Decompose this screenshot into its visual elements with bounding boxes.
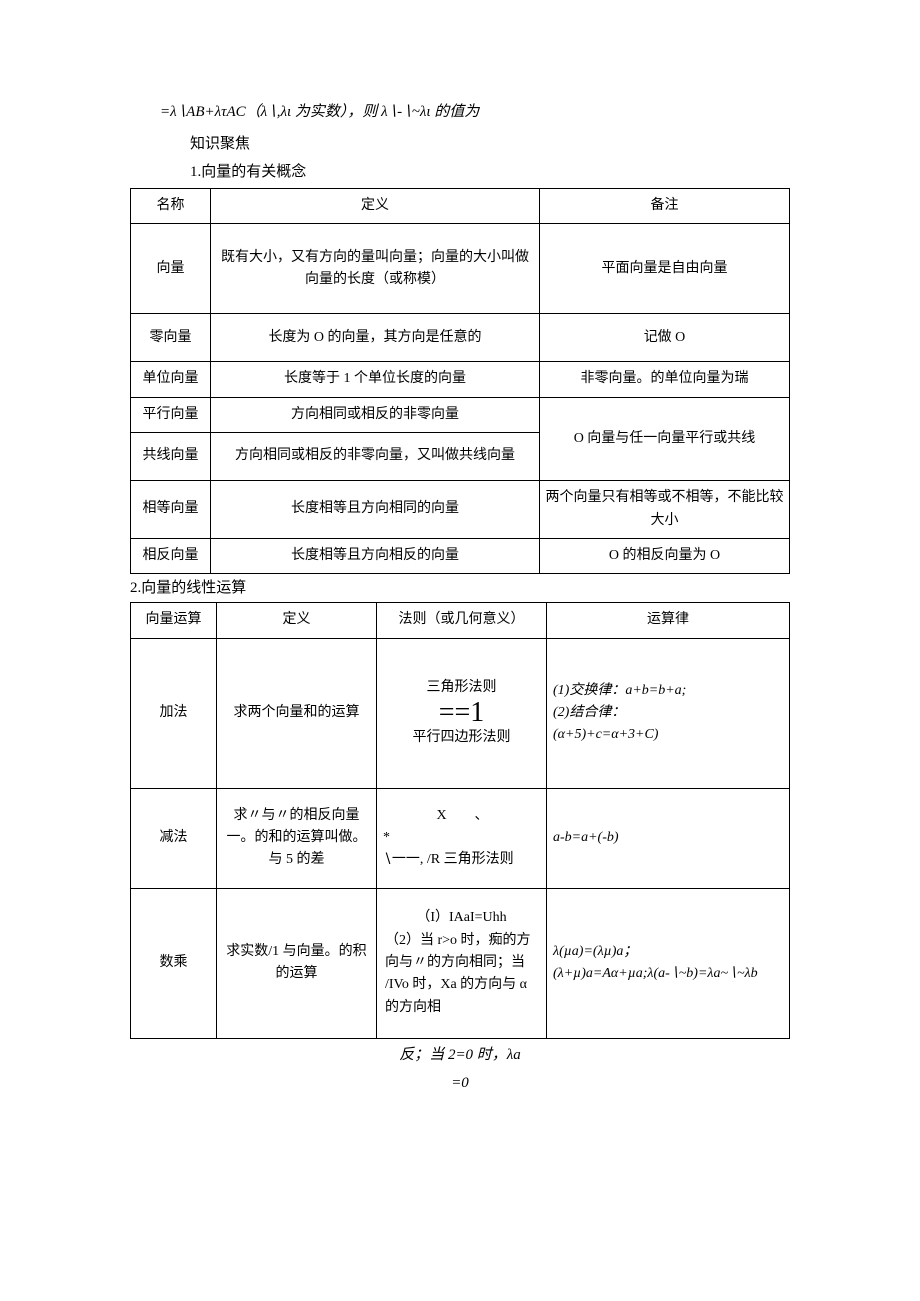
cell-def: 方向相同或相反的非零向量，又叫做共线向量 [211,433,540,481]
table-linear-operations: 向量运算 定义 法则（或几何意义） 运算律 加法 求两个向量和的运算 三角形法则… [130,602,790,1038]
cell-law: λ(µa)=(λµ)a； (λ+µ)a=Aα+µa;λ(a-∖~b)=λa~∖~… [547,888,790,1038]
rule-direction: （2）当 r>o 时，痴的方向与〃的方向相同；当 /IVo 时，Xa 的方向与 … [381,930,542,1020]
cell-name: 相反向量 [131,538,211,573]
table-row: 向量 既有大小，又有方向的量叫向量；向量的大小叫做向量的长度（或称模） 平面向量… [131,224,790,314]
cell-def: 方向相同或相反的非零向量 [211,397,540,432]
cell-def: 长度相等且方向相同的向量 [211,481,540,539]
cell-name: 零向量 [131,314,211,362]
table-row: 平行向量 方向相同或相反的非零向量 O 向量与任一向量平行或共线 [131,397,790,432]
cell-name: 单位向量 [131,362,211,397]
cell-name: 共线向量 [131,433,211,481]
header-definition: 定义 [211,189,540,224]
cell-rule: 三角形法则 ==1 平行四边形法则 [377,638,547,788]
table-vector-concepts: 名称 定义 备注 向量 既有大小，又有方向的量叫向量；向量的大小叫做向量的长度（… [130,188,790,574]
table-row: 减法 求〃与〃的相反向量一。的和的运算叫做。与 5 的差 X 、 * ∖一一, … [131,788,790,888]
cell-name: 相等向量 [131,481,211,539]
rule-triangle-sub: ∖一一, /R 三角形法则 [383,849,542,871]
law-scalar-mult: λ(µa)=(λµ)a； [553,941,785,963]
cell-note: 记做 O [540,314,790,362]
table-row: 零向量 长度为 O 的向量，其方向是任意的 记做 O [131,314,790,362]
cell-def: 既有大小，又有方向的量叫向量；向量的大小叫做向量的长度（或称模） [211,224,540,314]
cell-def: 长度相等且方向相反的向量 [211,538,540,573]
table-row: 相等向量 长度相等且方向相同的向量 两个向量只有相等或不相等，不能比较大小 [131,481,790,539]
cell-note: 非零向量。的单位向量为瑞 [540,362,790,397]
cell-def: 求实数/1 与向量。的积的运算 [217,888,377,1038]
law-associative-expr: (α+5)+c=α+3+C) [553,724,785,746]
table-row: 向量运算 定义 法则（或几何意义） 运算律 [131,603,790,638]
footer-line-1: 反；当 2=0 时，λa [130,1043,790,1067]
cell-law: (1)交换律：a+b=b+a; (2)结合律： (α+5)+c=α+3+C) [547,638,790,788]
cell-def: 求两个向量和的运算 [217,638,377,788]
formula-text: =λ∖AB+λτAC（λ∖,λι 为实数），则 λ∖-∖~λι 的值为 [160,104,479,120]
cell-note: O 的相反向量为 O [540,538,790,573]
cell-note: 两个向量只有相等或不相等，不能比较大小 [540,481,790,539]
header-operation: 向量运算 [131,603,217,638]
table-row: 相反向量 长度相等且方向相反的向量 O 的相反向量为 O [131,538,790,573]
cell-def: 长度等于 1 个单位长度的向量 [211,362,540,397]
cell-def: 求〃与〃的相反向量一。的和的运算叫做。与 5 的差 [217,788,377,888]
cell-name: 向量 [131,224,211,314]
table-row: 加法 求两个向量和的运算 三角形法则 ==1 平行四边形法则 (1)交换律：a+… [131,638,790,788]
header-name: 名称 [131,189,211,224]
rule-eq-symbol: ==1 [381,699,542,727]
law-commutative: (1)交换律：a+b=b+a; [553,680,785,702]
table-row: 单位向量 长度等于 1 个单位长度的向量 非零向量。的单位向量为瑞 [131,362,790,397]
heading-section-1: 1.向量的有关概念 [190,160,790,184]
cell-def: 长度为 O 的向量，其方向是任意的 [211,314,540,362]
table-row: 数乘 求实数/1 与向量。的积的运算 （I）IAaI=Uhh （2）当 r>o … [131,888,790,1038]
header-rule: 法则（或几何意义） [377,603,547,638]
cell-rule: （I）IAaI=Uhh （2）当 r>o 时，痴的方向与〃的方向相同；当 /IV… [377,888,547,1038]
heading-knowledge-focus: 知识聚焦 [190,132,790,156]
formula-line: =λ∖AB+λτAC（λ∖,λι 为实数），则 λ∖-∖~λι 的值为 [160,100,790,124]
header-law: 运算律 [547,603,790,638]
cell-op: 加法 [131,638,217,788]
rule-triangle: 三角形法则 [381,677,542,699]
header-note: 备注 [540,189,790,224]
rule-x: X 、 [383,805,542,827]
cell-note: 平面向量是自由向量 [540,224,790,314]
header-definition: 定义 [217,603,377,638]
table-row: 名称 定义 备注 [131,189,790,224]
cell-op: 数乘 [131,888,217,1038]
rule-star: * [383,827,542,849]
cell-op: 减法 [131,788,217,888]
law-distributive: (λ+µ)a=Aα+µa;λ(a-∖~b)=λa~∖~λb [553,963,785,985]
law-associative-label: (2)结合律： [553,702,785,724]
rule-parallelogram: 平行四边形法则 [381,727,542,749]
footer-line-2: =0 [130,1071,790,1095]
cell-name: 平行向量 [131,397,211,432]
cell-rule: X 、 * ∖一一, /R 三角形法则 [377,788,547,888]
cell-law: a-b=a+(-b) [547,788,790,888]
cell-note: O 向量与任一向量平行或共线 [540,397,790,480]
heading-section-2: 2.向量的线性运算 [130,576,790,600]
rule-magnitude: （I）IAaI=Uhh [381,907,542,929]
